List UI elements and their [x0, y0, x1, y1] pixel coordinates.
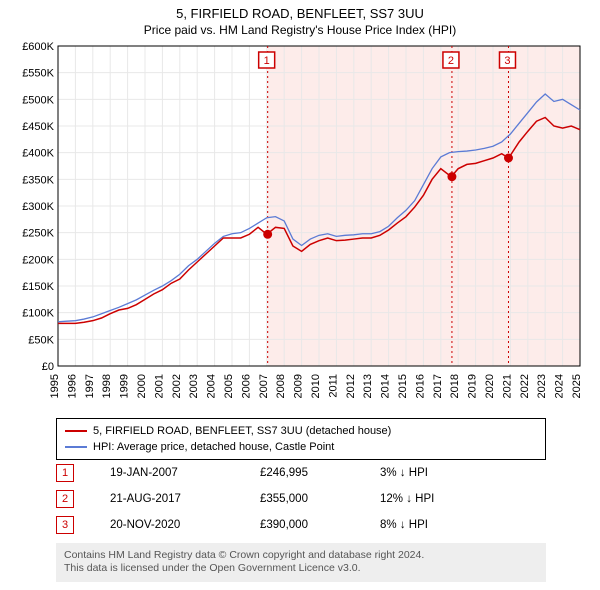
sales-row-2: 2 21-AUG-2017 £355,000 12% ↓ HPI [56, 486, 500, 512]
legend-row-1: 5, FIRFIELD ROAD, BENFLEET, SS7 3UU (det… [65, 423, 537, 439]
sales-delta-2: 12% ↓ HPI [380, 493, 500, 505]
svg-text:2008: 2008 [275, 374, 287, 398]
svg-text:2018: 2018 [449, 374, 461, 398]
svg-text:£400K: £400K [22, 148, 54, 160]
svg-text:2001: 2001 [153, 374, 165, 398]
svg-text:2005: 2005 [223, 374, 235, 398]
sales-date-1: 19-JAN-2007 [110, 467, 260, 479]
sales-date-2: 21-AUG-2017 [110, 493, 260, 505]
svg-text:2004: 2004 [206, 374, 218, 398]
svg-text:1997: 1997 [84, 374, 96, 398]
svg-text:2012: 2012 [345, 374, 357, 398]
svg-text:£500K: £500K [22, 94, 54, 106]
svg-text:2025: 2025 [571, 374, 583, 398]
svg-text:£250K: £250K [22, 228, 54, 240]
svg-text:2022: 2022 [519, 374, 531, 398]
svg-text:3: 3 [504, 55, 510, 67]
sales-price-3: £390,000 [260, 519, 380, 531]
svg-text:£100K: £100K [22, 308, 54, 320]
footnote-line-1: Contains HM Land Registry data © Crown c… [64, 549, 538, 563]
svg-text:2010: 2010 [310, 374, 322, 398]
svg-text:2000: 2000 [136, 374, 148, 398]
sales-row-1: 1 19-JAN-2007 £246,995 3% ↓ HPI [56, 460, 500, 486]
svg-text:2006: 2006 [240, 374, 252, 398]
footnote-box: Contains HM Land Registry data © Crown c… [56, 543, 546, 582]
svg-text:2017: 2017 [432, 374, 444, 398]
svg-text:2011: 2011 [327, 374, 339, 398]
svg-text:£350K: £350K [22, 174, 54, 186]
svg-text:2002: 2002 [171, 374, 183, 398]
sales-delta-3: 8% ↓ HPI [380, 519, 500, 531]
svg-text:2021: 2021 [501, 374, 513, 398]
sales-date-3: 20-NOV-2020 [110, 519, 260, 531]
legend-row-2: HPI: Average price, detached house, Cast… [65, 439, 537, 455]
svg-text:2023: 2023 [536, 374, 548, 398]
sales-delta-1: 3% ↓ HPI [380, 467, 500, 479]
svg-text:1998: 1998 [101, 374, 113, 398]
svg-text:2007: 2007 [258, 374, 270, 398]
svg-text:2016: 2016 [414, 374, 426, 398]
svg-text:£200K: £200K [22, 254, 54, 266]
svg-text:2014: 2014 [380, 374, 392, 398]
footnote-line-2: This data is licensed under the Open Gov… [64, 562, 538, 576]
chart-subtitle: Price paid vs. HM Land Registry's House … [0, 21, 600, 37]
legend-box: 5, FIRFIELD ROAD, BENFLEET, SS7 3UU (det… [56, 418, 546, 460]
sales-marker-2: 2 [56, 490, 74, 508]
chart: £0 £50K £100K £150K £200K £250K £300K £350K £400… [12, 42, 588, 412]
svg-text:2024: 2024 [554, 374, 566, 398]
svg-text:2: 2 [448, 55, 454, 67]
legend-label-2: HPI: Average price, detached house, Cast… [93, 441, 334, 453]
sales-row-3: 3 20-NOV-2020 £390,000 8% ↓ HPI [56, 512, 500, 538]
svg-text:£450K: £450K [22, 121, 54, 133]
svg-text:1999: 1999 [119, 374, 131, 398]
legend-swatch-2 [65, 446, 87, 448]
svg-text:1996: 1996 [66, 374, 78, 398]
sales-price-1: £246,995 [260, 467, 380, 479]
sales-table: 1 19-JAN-2007 £246,995 3% ↓ HPI 2 21-AUG… [56, 460, 500, 538]
svg-text:2019: 2019 [467, 374, 479, 398]
sales-marker-1: 1 [56, 464, 74, 482]
svg-text:2020: 2020 [484, 374, 496, 398]
legend-swatch-1 [65, 430, 87, 432]
legend-label-1: 5, FIRFIELD ROAD, BENFLEET, SS7 3UU (det… [93, 425, 391, 437]
svg-text:1: 1 [264, 55, 270, 67]
chart-title: 5, FIRFIELD ROAD, BENFLEET, SS7 3UU [0, 0, 600, 21]
svg-text:2003: 2003 [188, 374, 200, 398]
svg-text:£550K: £550K [22, 68, 54, 80]
sales-price-2: £355,000 [260, 493, 380, 505]
svg-text:£150K: £150K [22, 281, 54, 293]
svg-text:2015: 2015 [397, 374, 409, 398]
svg-text:1995: 1995 [49, 374, 61, 398]
svg-text:£600K: £600K [22, 42, 54, 53]
sales-marker-3: 3 [56, 516, 74, 534]
svg-text:2013: 2013 [362, 374, 374, 398]
svg-text:£300K: £300K [22, 201, 54, 213]
svg-text:2009: 2009 [293, 374, 305, 398]
svg-text:£50K: £50K [28, 334, 54, 346]
svg-text:£0: £0 [42, 361, 54, 373]
